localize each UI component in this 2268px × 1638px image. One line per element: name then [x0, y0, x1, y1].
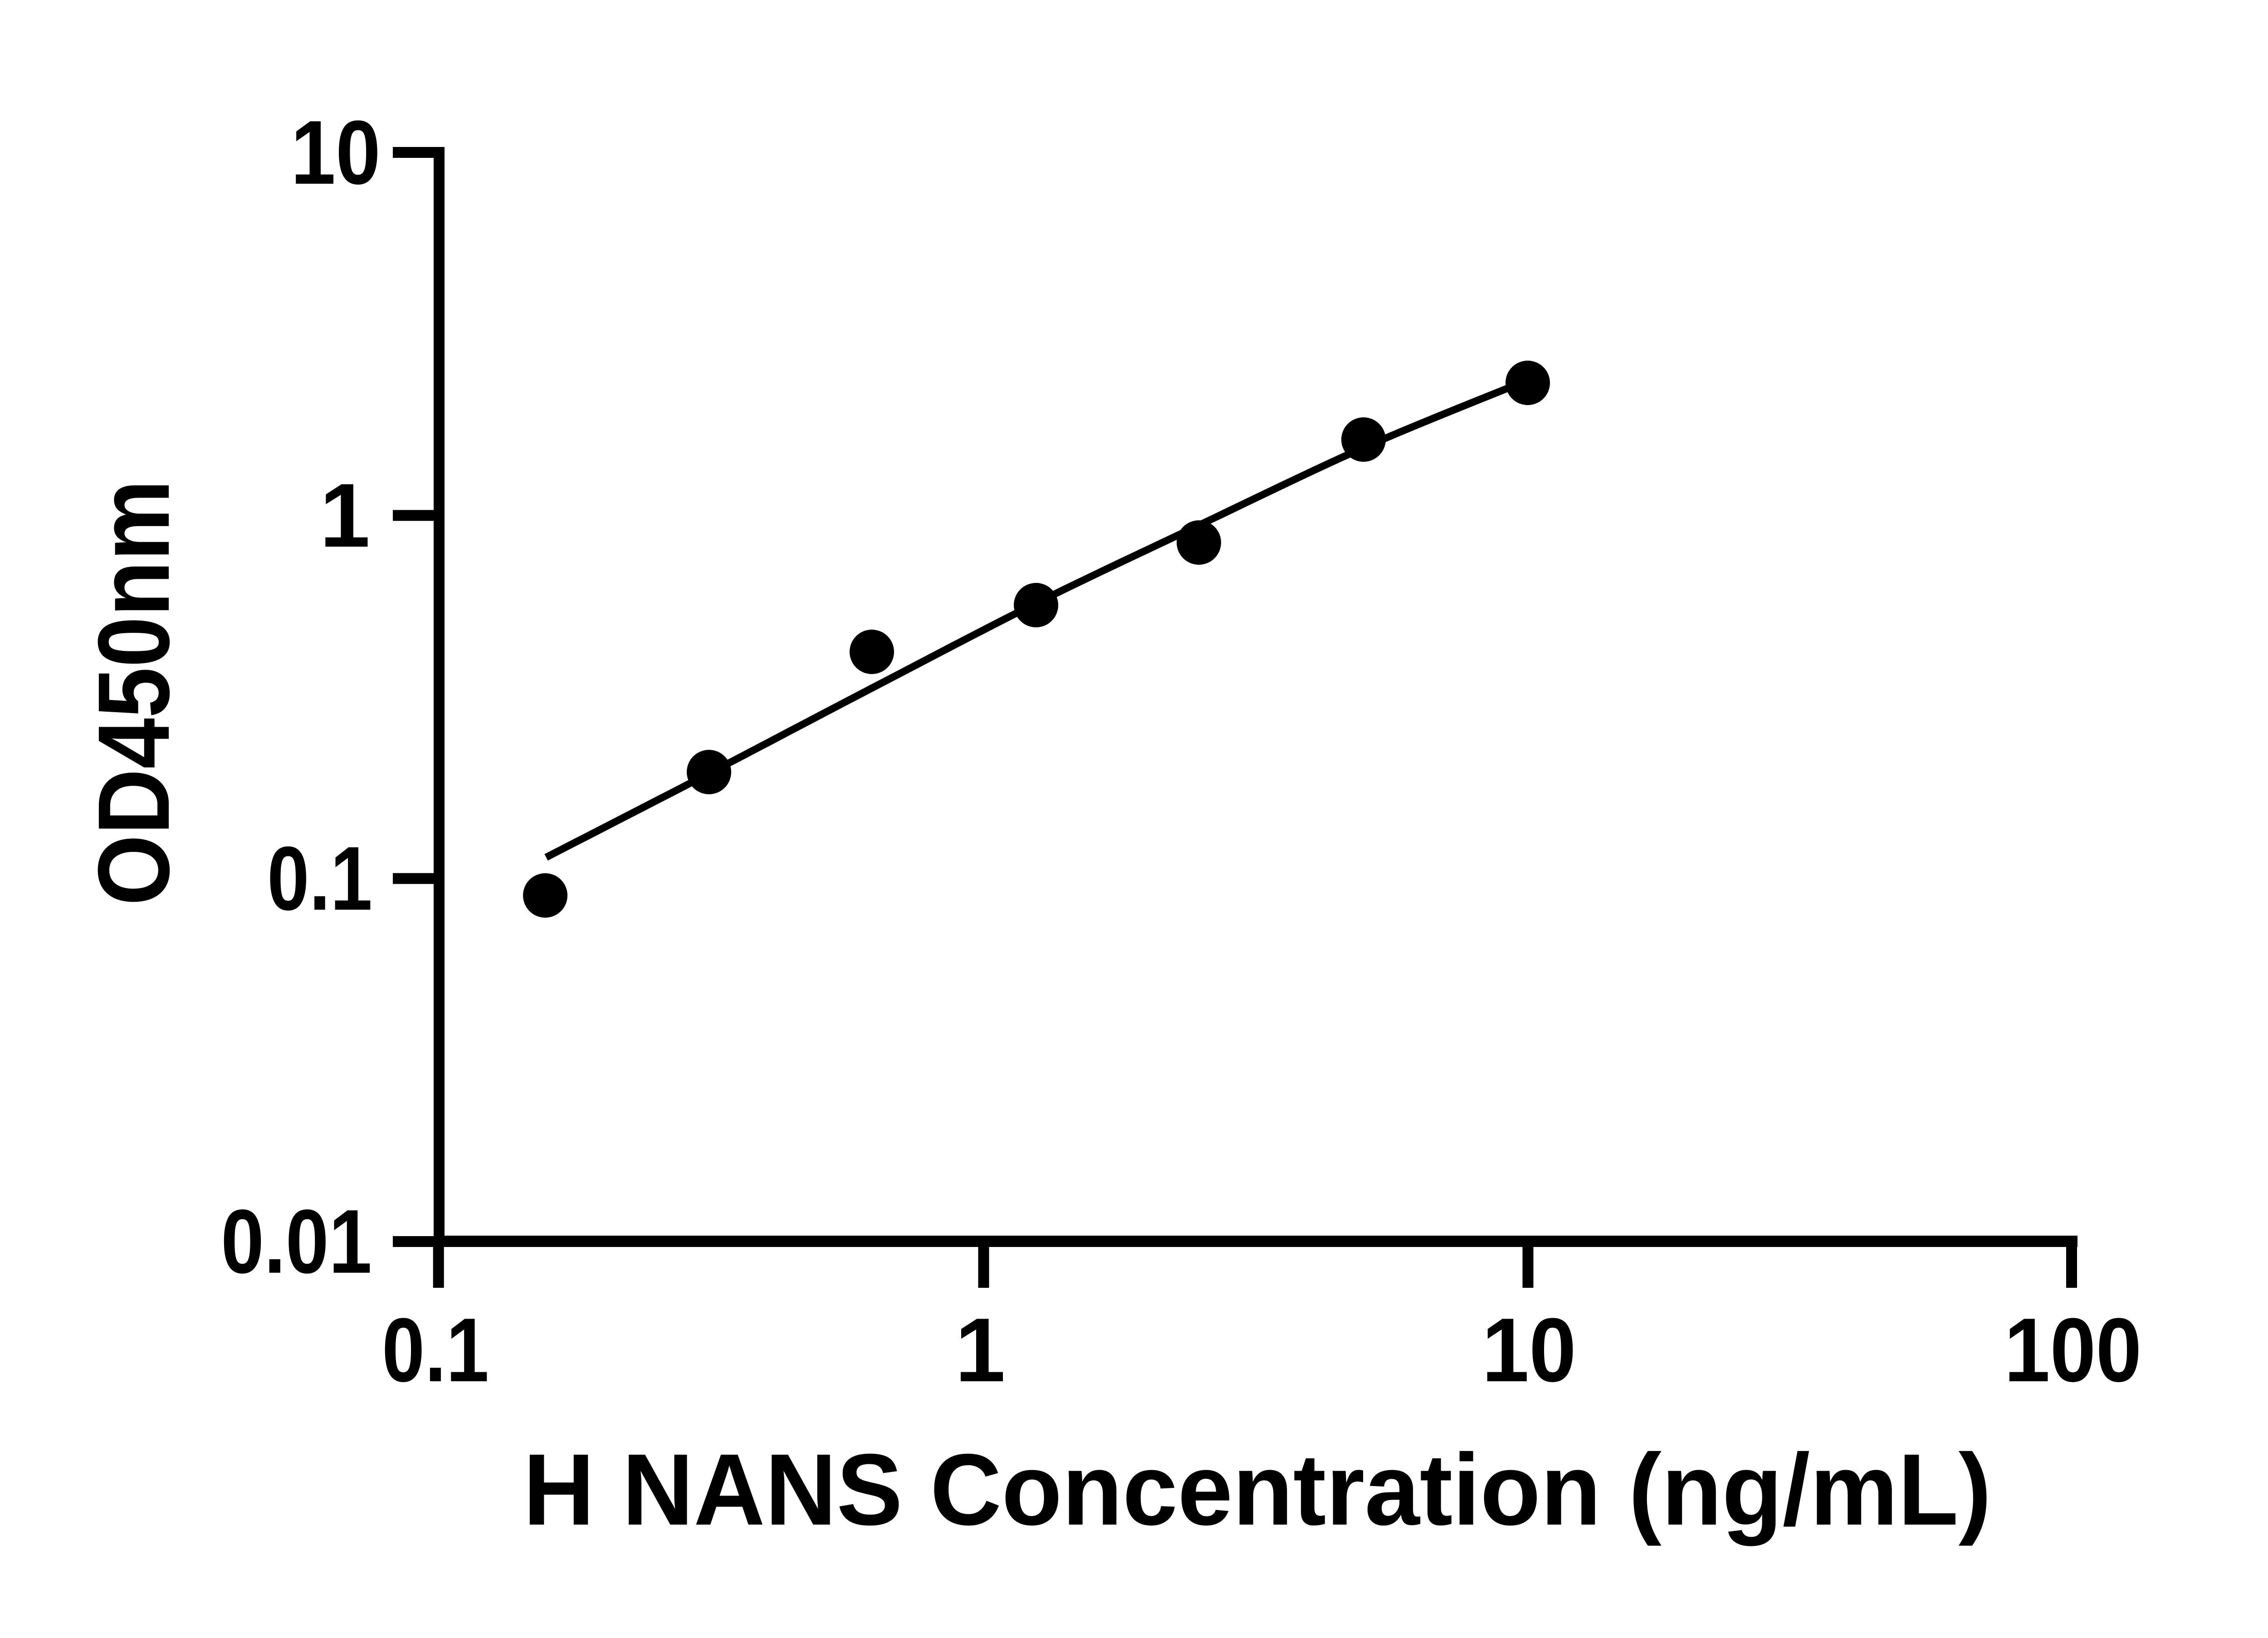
svg-text:10: 10	[1482, 1300, 1576, 1401]
svg-text:0.01: 0.01	[221, 1191, 372, 1292]
svg-text:0.1: 0.1	[382, 1300, 489, 1401]
svg-text:H NANS Concentration (ng/mL): H NANS Concentration (ng/mL)	[523, 1433, 1991, 1546]
svg-text:1: 1	[320, 465, 370, 566]
svg-text:OD450nm: OD450nm	[77, 480, 191, 906]
svg-text:0.1: 0.1	[267, 828, 372, 929]
svg-text:10: 10	[291, 102, 381, 203]
svg-text:100: 100	[2004, 1300, 2142, 1401]
svg-text:1: 1	[955, 1300, 1005, 1401]
